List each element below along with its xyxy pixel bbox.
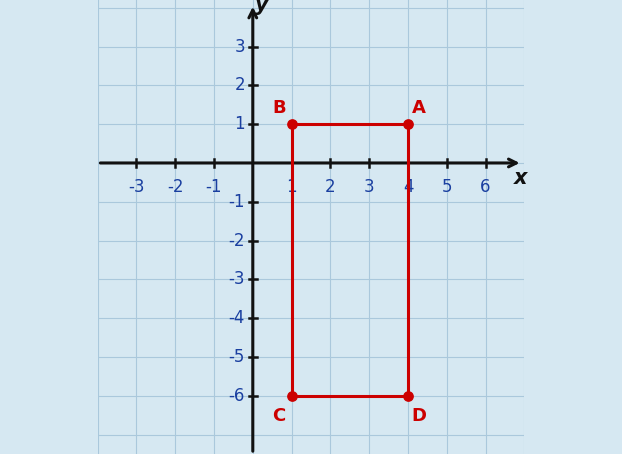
Text: 5: 5 [442, 178, 452, 196]
Text: x: x [514, 168, 527, 188]
Text: 6: 6 [480, 178, 491, 196]
Text: y: y [254, 0, 268, 15]
Text: 1: 1 [234, 115, 245, 133]
Text: -1: -1 [206, 178, 222, 196]
Point [403, 121, 413, 128]
Text: 2: 2 [234, 76, 245, 94]
Text: C: C [272, 407, 285, 425]
Text: -4: -4 [229, 309, 245, 327]
Point [287, 392, 297, 400]
Text: 3: 3 [364, 178, 374, 196]
Text: -3: -3 [228, 271, 245, 288]
Point [403, 392, 413, 400]
Text: B: B [272, 99, 286, 117]
Text: -2: -2 [167, 178, 183, 196]
Text: D: D [411, 407, 426, 425]
Text: -5: -5 [229, 348, 245, 366]
Text: A: A [412, 99, 426, 117]
Text: 4: 4 [403, 178, 413, 196]
Text: 3: 3 [234, 38, 245, 55]
Point [287, 121, 297, 128]
Text: -1: -1 [228, 193, 245, 211]
Text: -6: -6 [229, 387, 245, 405]
Text: 1: 1 [286, 178, 297, 196]
Text: -3: -3 [128, 178, 145, 196]
Text: 2: 2 [325, 178, 336, 196]
Text: -2: -2 [228, 232, 245, 250]
